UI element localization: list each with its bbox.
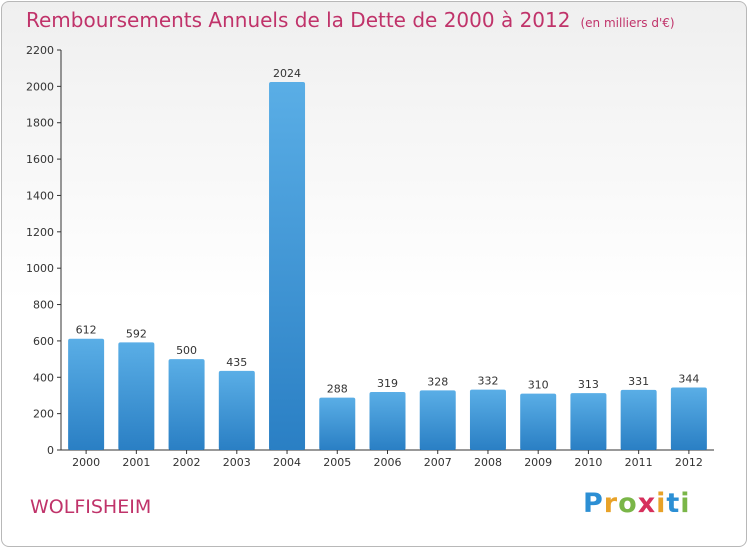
bar [570, 393, 607, 450]
x-tick-label: 2000 [72, 456, 100, 469]
bar-value-label: 612 [76, 324, 97, 337]
x-tick-label: 2008 [474, 456, 502, 469]
bar-value-label: 2024 [273, 67, 301, 80]
y-tick-label: 1800 [26, 117, 54, 130]
y-tick-label: 1400 [26, 189, 54, 202]
bar [419, 390, 456, 450]
bar [269, 82, 306, 450]
x-tick-label: 2004 [273, 456, 301, 469]
title-text: Remboursements Annuels de la Dette de 20… [26, 8, 571, 32]
bar [319, 397, 356, 450]
bar-value-label: 328 [427, 375, 448, 388]
bar [218, 370, 255, 450]
x-tick-label: 2007 [424, 456, 452, 469]
bar [469, 389, 506, 450]
y-tick-label: 2000 [26, 80, 54, 93]
bar-value-label: 592 [126, 327, 147, 340]
y-tick-label: 1200 [26, 226, 54, 239]
y-tick-label: 800 [33, 299, 54, 312]
bar-value-label: 344 [678, 372, 699, 385]
bar [369, 392, 406, 450]
y-tick-label: 1000 [26, 262, 54, 275]
bar-value-label: 332 [477, 375, 498, 388]
y-tick-label: 600 [33, 335, 54, 348]
bar [68, 338, 105, 450]
bar [118, 342, 155, 450]
proxiti-logo[interactable]: Proxiti [583, 488, 691, 519]
y-tick-label: 0 [47, 444, 54, 457]
x-tick-label: 2012 [675, 456, 703, 469]
title-unit: (en milliers d'€) [580, 16, 675, 30]
bar-value-label: 319 [377, 377, 398, 390]
bar [520, 393, 557, 450]
x-tick-label: 2005 [323, 456, 351, 469]
x-tick-label: 2001 [122, 456, 150, 469]
y-tick-label: 200 [33, 408, 54, 421]
x-tick-label: 2009 [524, 456, 552, 469]
commune-name: WOLFISHEIM [30, 496, 152, 518]
x-tick-label: 2002 [173, 456, 201, 469]
x-tick-label: 2010 [574, 456, 602, 469]
bar [620, 389, 657, 450]
bar-value-label: 313 [578, 378, 599, 391]
bar [670, 387, 707, 450]
y-tick-label: 1600 [26, 153, 54, 166]
y-tick-label: 400 [33, 371, 54, 384]
x-tick-label: 2006 [374, 456, 402, 469]
bar [168, 359, 205, 450]
chart-title: Remboursements Annuels de la Dette de 20… [26, 8, 675, 32]
x-tick-label: 2011 [625, 456, 653, 469]
x-tick-label: 2003 [223, 456, 251, 469]
bar-value-label: 288 [327, 383, 348, 396]
bar-value-label: 500 [176, 344, 197, 357]
bar-value-label: 310 [528, 379, 549, 392]
y-tick-label: 2200 [26, 44, 54, 57]
bar-value-label: 435 [226, 356, 247, 369]
bar-value-label: 331 [628, 375, 649, 388]
